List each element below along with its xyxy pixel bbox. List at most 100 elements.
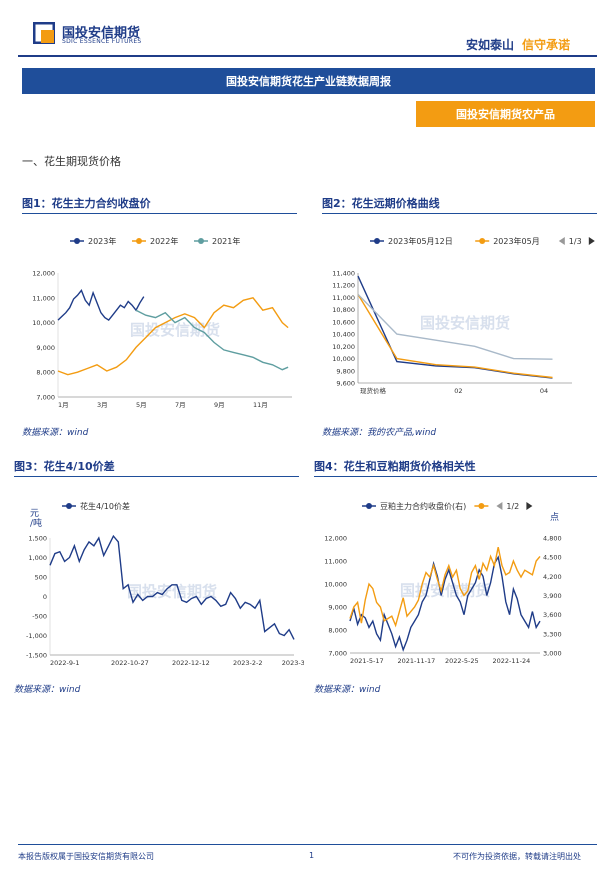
figure-1-chart: 国投安信期货 7,000 8,000 9,000 10,000 11,000 12,000 1… bbox=[32, 236, 292, 409]
x-tick-label: 9月 bbox=[214, 401, 225, 409]
legend-page-indicator: 1/3 bbox=[569, 237, 582, 246]
legend-label: 2021年 bbox=[212, 236, 240, 246]
series-line-2 bbox=[357, 293, 553, 360]
x-tick-label: 2022-12-12 bbox=[172, 659, 210, 667]
legend-marker bbox=[366, 503, 372, 509]
figure-2-title: 图2：花生远期价格曲线 bbox=[322, 197, 440, 210]
figure-1-source: 数据来源：wind bbox=[22, 428, 89, 438]
footer-page-number: 1 bbox=[309, 851, 315, 860]
chart-watermark: 国投安信期货 bbox=[400, 582, 490, 600]
figure-4-rule bbox=[314, 476, 597, 477]
y-tick-label: 8,000 bbox=[36, 369, 55, 377]
y-tick-label: 9,000 bbox=[328, 604, 347, 612]
y-tick-label: -1,000 bbox=[26, 632, 47, 640]
legend-marker bbox=[74, 238, 80, 244]
y-tick-label: 10,000 bbox=[332, 355, 355, 363]
chart-watermark: 国投安信期货 bbox=[130, 321, 220, 339]
series-line-1 bbox=[357, 294, 553, 379]
y-tick-label: 12,000 bbox=[32, 270, 55, 278]
footer-copyright: 本报告版权属于国投安信期货有限公司 bbox=[18, 852, 154, 861]
legend-label: 2023年 bbox=[88, 236, 116, 246]
figure-1-rule bbox=[22, 213, 297, 214]
x-tick-label: 11月 bbox=[253, 401, 268, 409]
x-tick-label: 3月 bbox=[97, 401, 108, 409]
x-tick-label: 04 bbox=[540, 387, 548, 395]
logo-chinese-name: 国投安信期货 bbox=[62, 26, 141, 41]
figure-2-source: 数据来源：我的农产品,wind bbox=[322, 428, 437, 438]
y-tick-label: 11,000 bbox=[32, 294, 55, 302]
footer-disclaimer: 不可作为投资依据，转载请注明出处 bbox=[453, 852, 581, 861]
legend-marker bbox=[66, 503, 72, 509]
legend-label: 花生4/10价差 bbox=[80, 501, 130, 511]
y-tick-label: 1,500 bbox=[28, 535, 47, 543]
legend-marker bbox=[479, 238, 486, 244]
x-tick-label: 5月 bbox=[136, 401, 147, 409]
series-line-0 bbox=[349, 555, 541, 652]
y-tick-label: 10,800 bbox=[332, 306, 355, 314]
series-line-0 bbox=[57, 289, 145, 322]
legend-prev-icon bbox=[558, 237, 565, 245]
figure-4-chart: 国投安信期货 7,000 8,000 9,000 10,000 11,000 12,000 3… bbox=[324, 501, 562, 665]
y-tick-label: 10,000 bbox=[32, 319, 55, 327]
company-logo-icon bbox=[33, 22, 55, 44]
legend-label: 2023年05月12日 bbox=[388, 236, 453, 246]
y-tick-label: 10,200 bbox=[332, 343, 355, 351]
y2-tick-label: 3,300 bbox=[543, 630, 562, 638]
y-unit-label: 元 bbox=[30, 509, 39, 519]
footer-divider bbox=[18, 844, 597, 845]
y-tick-label: 9,800 bbox=[336, 367, 355, 375]
figure-3-rule bbox=[14, 476, 299, 477]
y-tick-label: 500 bbox=[35, 574, 47, 582]
figure-1-title: 图1：花生主力合约收盘价 bbox=[22, 197, 151, 210]
x-tick-label: 02 bbox=[454, 387, 462, 395]
legend-label: 2023年05月 bbox=[493, 236, 540, 246]
chart-watermark: 国投安信期货 bbox=[420, 314, 510, 332]
y-tick-label: 1,000 bbox=[28, 554, 47, 562]
y-tick-label: 11,400 bbox=[332, 270, 355, 278]
x-tick-label: 1月 bbox=[58, 401, 69, 409]
y-tick-label: 11,000 bbox=[324, 558, 347, 566]
series-line-2 bbox=[135, 309, 289, 371]
figure-4-source: 数据来源：wind bbox=[314, 685, 381, 695]
figure-3-title: 图3：花生4/10价差 bbox=[14, 460, 115, 473]
legend-marker bbox=[198, 238, 204, 244]
y2-tick-label: 3,000 bbox=[543, 650, 562, 658]
x-tick-label: 2023-3-20 bbox=[282, 659, 304, 667]
y-tick-label: 9,600 bbox=[336, 380, 355, 388]
legend-page-indicator: 1/2 bbox=[506, 502, 519, 511]
figure-3-source: 数据来源：wind bbox=[14, 685, 81, 695]
figure-2-rule bbox=[322, 213, 597, 214]
x-tick-label: 2021-11-17 bbox=[398, 657, 436, 665]
legend-prev-icon bbox=[496, 502, 503, 510]
figure-4-title: 图4：花生和豆粕期货价格相关性 bbox=[314, 460, 476, 473]
report-title: 国投安信期货花生产业链数据周报 bbox=[22, 68, 595, 94]
x-tick-label: 2021-5-17 bbox=[350, 657, 384, 665]
y-tick-label: 7,000 bbox=[328, 650, 347, 658]
x-tick-label: 2022-11-24 bbox=[493, 657, 531, 665]
y-tick-label: 10,600 bbox=[332, 318, 355, 326]
legend-next-icon bbox=[588, 237, 595, 245]
y-tick-label: 10,000 bbox=[324, 581, 347, 589]
logo-english-name: SDIC ESSENCE FUTURES bbox=[62, 38, 142, 45]
legend-label: 2022年 bbox=[150, 236, 178, 246]
y-tick-label: 12,000 bbox=[324, 535, 347, 543]
y-tick-label: 8,000 bbox=[328, 627, 347, 635]
y2-tick-label: 3,600 bbox=[543, 611, 562, 619]
y2-unit-label: 点 bbox=[550, 512, 559, 523]
legend-label: 豆粕主力合约收盘价(右) bbox=[380, 501, 466, 511]
legend-marker bbox=[478, 503, 485, 509]
figure-2-chart: 国投安信期货 9,600 9,800 10,000 10,200 10,400 10,600… bbox=[332, 236, 595, 395]
y-tick-label: 9,000 bbox=[36, 344, 55, 352]
header-divider bbox=[18, 55, 597, 57]
y-tick-label: -1,500 bbox=[26, 652, 47, 660]
x-tick-label: 现货价格 bbox=[360, 386, 387, 395]
slogan-part2: 信守承诺 bbox=[522, 38, 571, 52]
y2-tick-label: 4,800 bbox=[543, 535, 562, 543]
legend-next-icon bbox=[526, 502, 533, 510]
section-heading: 一、花生期现货价格 bbox=[22, 155, 121, 168]
series-line-0 bbox=[49, 534, 295, 640]
y-tick-label: 10,400 bbox=[332, 331, 355, 339]
legend-marker bbox=[136, 238, 142, 244]
x-tick-label: 2022-10-27 bbox=[111, 659, 149, 667]
x-tick-label: 2023-2-2 bbox=[233, 659, 263, 667]
